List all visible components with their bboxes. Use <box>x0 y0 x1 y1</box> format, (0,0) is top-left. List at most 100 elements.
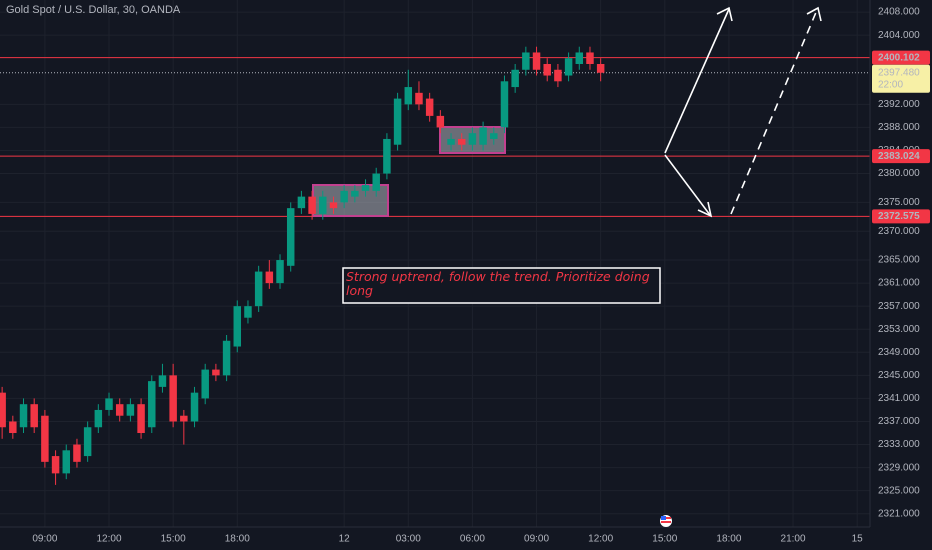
candle-body <box>319 196 327 214</box>
last-price-label: 2397.480 <box>878 67 920 78</box>
candle-body <box>286 208 295 266</box>
x-tick-label: 12 <box>339 534 351 545</box>
candle-body <box>361 185 370 191</box>
candle-body <box>158 375 167 387</box>
x-tick-label: 15 <box>852 534 864 545</box>
x-tick-label: 15:00 <box>161 534 186 545</box>
x-tick-label: 12:00 <box>97 534 122 545</box>
x-tick-label: 09:00 <box>32 534 57 545</box>
projection-arrows <box>664 6 822 218</box>
arrow <box>664 154 711 216</box>
candle-body <box>404 87 413 105</box>
candle-body <box>244 306 252 318</box>
candle-body <box>233 306 242 347</box>
candle-body <box>30 404 38 428</box>
candle-body <box>468 133 477 145</box>
y-tick-label: 2404.000 <box>878 30 920 41</box>
candle-body <box>543 64 551 76</box>
arrow-dashed <box>730 9 818 215</box>
level-label-bg <box>872 149 930 164</box>
y-tick-label: 2388.000 <box>878 122 920 133</box>
candle-body <box>212 369 220 376</box>
y-tick-label: 2345.000 <box>878 370 920 381</box>
x-tick-label: 12:00 <box>588 534 613 545</box>
arrow-head <box>806 6 822 22</box>
y-tick-label: 2349.000 <box>878 347 920 358</box>
candle-body <box>201 369 209 399</box>
candle-body <box>415 92 423 105</box>
y-tick-label: 2321.000 <box>878 508 920 519</box>
candle-body <box>297 196 306 209</box>
level-label: 2372.575 <box>878 211 920 222</box>
x-tick-label: 03:00 <box>396 534 421 545</box>
y-tick-label: 2333.000 <box>878 439 920 450</box>
event-flag <box>660 515 672 527</box>
candle-body <box>148 381 156 428</box>
candle-body <box>308 196 316 214</box>
candle-body <box>447 138 455 145</box>
candle-body <box>0 392 6 428</box>
candle-body <box>596 64 605 73</box>
y-tick-label: 2361.000 <box>878 278 920 289</box>
arrow-head <box>697 201 713 218</box>
candle-body <box>329 202 338 209</box>
y-tick-label: 2408.000 <box>878 7 920 18</box>
candle-body <box>436 115 445 128</box>
candle-body <box>372 173 380 191</box>
y-tick-label: 2370.000 <box>878 226 920 237</box>
candle-body <box>276 260 284 284</box>
candle-body <box>351 190 359 197</box>
annotation: Strong uptrend, follow the trend. Priori… <box>346 270 650 298</box>
candle-body <box>340 190 348 203</box>
candle-body <box>51 456 60 474</box>
y-tick-label: 2353.000 <box>878 324 920 335</box>
annotation-holder: Strong uptrend, follow the trend. Priori… <box>346 270 650 298</box>
candle-body <box>425 98 434 116</box>
y-tick-label: 2375.000 <box>878 197 920 208</box>
x-tick-label: 06:00 <box>460 534 485 545</box>
last-price-bg <box>872 64 930 93</box>
candle-body <box>586 52 594 65</box>
candle-body <box>554 69 562 82</box>
candle-body <box>265 271 274 284</box>
level-label-bg <box>872 50 930 65</box>
candle-body <box>457 138 466 145</box>
x-tick-label: 09:00 <box>524 534 549 545</box>
candle-body <box>180 415 188 422</box>
candle-body <box>190 392 199 422</box>
candle-body <box>73 444 81 462</box>
x-tick-label: 15:00 <box>652 534 677 545</box>
y-tick-label: 2357.000 <box>878 301 920 312</box>
arrow <box>664 8 730 154</box>
arrow-head <box>716 6 733 22</box>
candle-body <box>94 409 103 428</box>
x-tick-label: 18:00 <box>225 534 250 545</box>
y-tick-label: 2380.000 <box>878 168 920 179</box>
y-tick-label: 2329.000 <box>878 462 920 473</box>
candle-body <box>169 375 177 422</box>
level-label: 2383.024 <box>878 151 920 162</box>
candle-body <box>126 404 135 416</box>
candle-body <box>9 421 17 434</box>
candle-body <box>254 271 263 307</box>
candle-body <box>83 427 92 457</box>
x-tick-label: 21:00 <box>781 534 806 545</box>
candle-body <box>19 404 28 428</box>
y-tick-label: 2341.000 <box>878 393 920 404</box>
candle-body <box>500 81 509 128</box>
annotation-box <box>342 267 661 304</box>
x-tick-label: 18:00 <box>716 534 741 545</box>
levels <box>0 57 870 217</box>
candles <box>0 46 605 485</box>
candle-body <box>393 98 402 145</box>
candle-body <box>522 52 530 70</box>
y-tick-label: 2325.000 <box>878 485 920 496</box>
candle-body <box>532 52 541 70</box>
candle-body <box>490 133 498 139</box>
chart-title: Gold Spot / U.S. Dollar, 30, OANDA <box>6 4 181 16</box>
candle-body <box>575 52 584 65</box>
candle-body <box>383 138 391 174</box>
y-tick-label: 2392.000 <box>878 99 920 110</box>
level-label: 2400.102 <box>878 52 920 63</box>
